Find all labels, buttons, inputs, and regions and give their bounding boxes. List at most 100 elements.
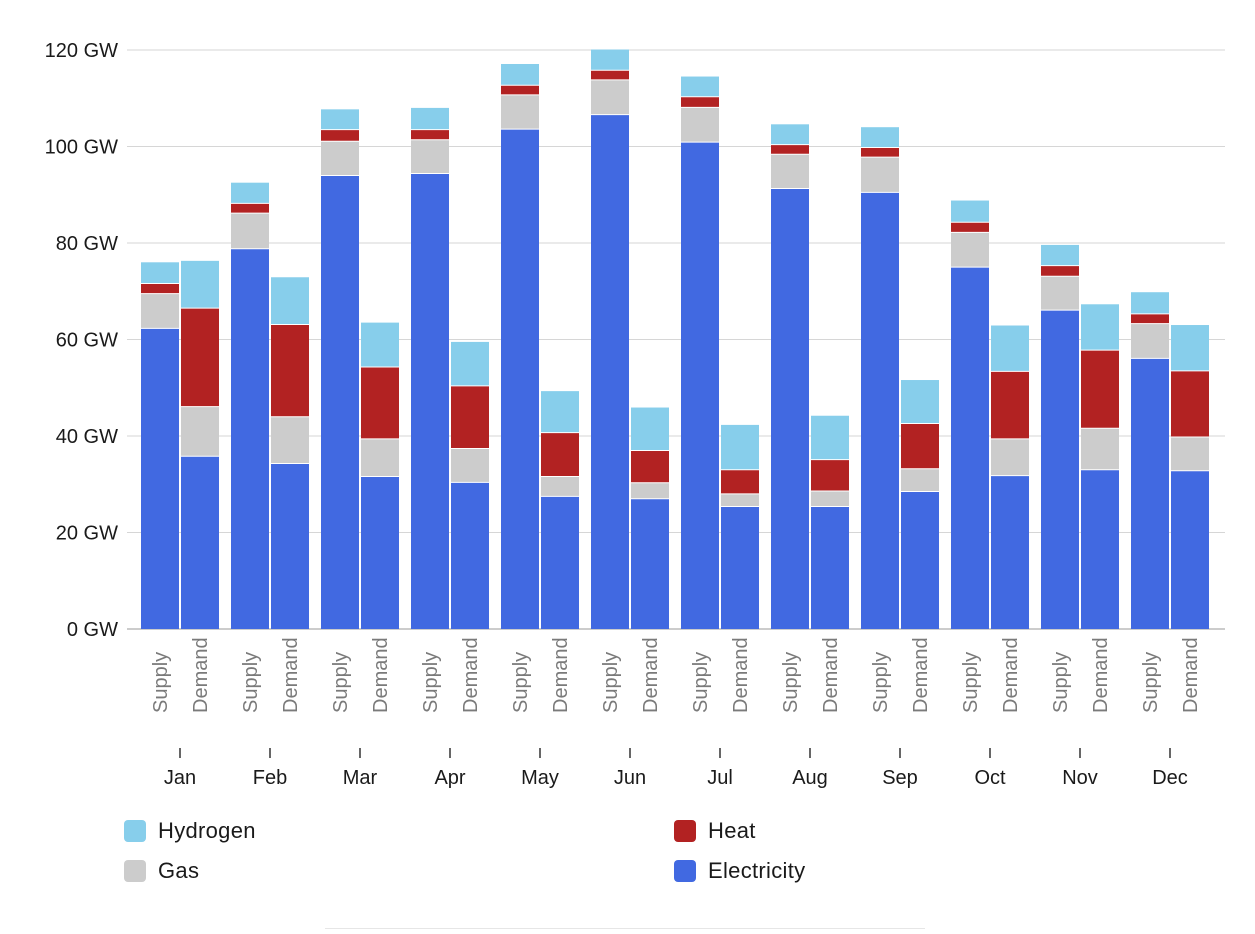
legend-item-heat[interactable]: Heat <box>674 818 756 844</box>
bar-segment-electricity-supply-nov[interactable] <box>1041 310 1079 629</box>
bar-segment-electricity-supply-jan[interactable] <box>141 328 179 629</box>
bar-segment-heat-supply-dec[interactable] <box>1131 313 1169 324</box>
bar-segment-gas-demand-nov[interactable] <box>1081 428 1119 470</box>
bar-segment-heat-demand-aug[interactable] <box>811 459 849 492</box>
bar-segment-hydrogen-demand-feb[interactable] <box>271 277 309 325</box>
bar-segment-gas-demand-jul[interactable] <box>721 493 759 507</box>
legend-item-hydrogen[interactable]: Hydrogen <box>124 818 256 844</box>
bar-segment-electricity-supply-apr[interactable] <box>411 173 449 629</box>
bar-segment-hydrogen-supply-may[interactable] <box>501 63 539 86</box>
bar-segment-hydrogen-supply-apr[interactable] <box>411 107 449 130</box>
bar-segment-heat-demand-may[interactable] <box>541 432 579 477</box>
legend-item-electricity[interactable]: Electricity <box>674 858 805 884</box>
bar-segment-electricity-demand-jun[interactable] <box>631 498 669 629</box>
bar-segment-gas-supply-dec[interactable] <box>1131 323 1169 359</box>
bar-segment-heat-demand-dec[interactable] <box>1171 370 1209 437</box>
bar-segment-heat-supply-jun[interactable] <box>591 70 629 80</box>
bar-segment-heat-supply-aug[interactable] <box>771 144 809 155</box>
bar-segment-heat-demand-feb[interactable] <box>271 324 309 417</box>
legend-item-gas[interactable]: Gas <box>124 858 199 884</box>
bar-segment-gas-demand-apr[interactable] <box>451 448 489 483</box>
bar-segment-electricity-demand-may[interactable] <box>541 496 579 629</box>
bar-segment-heat-supply-oct[interactable] <box>951 222 989 233</box>
bar-segment-hydrogen-supply-aug[interactable] <box>771 124 809 145</box>
bar-segment-heat-demand-nov[interactable] <box>1081 350 1119 429</box>
bar-segment-electricity-supply-jun[interactable] <box>591 114 629 629</box>
bar-segment-gas-supply-aug[interactable] <box>771 154 809 189</box>
bar-segment-gas-demand-jan[interactable] <box>181 406 219 457</box>
bar-segment-hydrogen-demand-mar[interactable] <box>361 322 399 368</box>
bar-segment-hydrogen-supply-feb[interactable] <box>231 182 269 204</box>
bar-segment-electricity-demand-apr[interactable] <box>451 482 489 629</box>
bar-segment-gas-supply-apr[interactable] <box>411 139 449 174</box>
bar-segment-gas-demand-jun[interactable] <box>631 482 669 499</box>
bar-segment-gas-demand-oct[interactable] <box>991 438 1029 476</box>
bar-segment-hydrogen-demand-apr[interactable] <box>451 341 489 386</box>
bar-segment-electricity-supply-dec[interactable] <box>1131 358 1169 629</box>
bar-segment-hydrogen-demand-oct[interactable] <box>991 325 1029 372</box>
bar-segment-gas-demand-sep[interactable] <box>901 468 939 492</box>
bar-segment-hydrogen-demand-jun[interactable] <box>631 407 669 451</box>
bar-segment-gas-supply-nov[interactable] <box>1041 276 1079 311</box>
bar-segment-gas-supply-feb[interactable] <box>231 213 269 249</box>
bar-segment-heat-supply-apr[interactable] <box>411 129 449 140</box>
bar-segment-heat-demand-sep[interactable] <box>901 423 939 469</box>
bar-segment-electricity-demand-feb[interactable] <box>271 463 309 629</box>
bar-segment-gas-supply-jun[interactable] <box>591 79 629 115</box>
bar-segment-hydrogen-demand-jul[interactable] <box>721 424 759 470</box>
bar-segment-electricity-supply-sep[interactable] <box>861 192 899 629</box>
bar-segment-electricity-demand-sep[interactable] <box>901 491 939 629</box>
bar-segment-hydrogen-supply-nov[interactable] <box>1041 244 1079 266</box>
bar-segment-hydrogen-supply-sep[interactable] <box>861 127 899 148</box>
bar-segment-electricity-demand-dec[interactable] <box>1171 470 1209 629</box>
bar-segment-electricity-supply-may[interactable] <box>501 129 539 629</box>
bar-segment-gas-demand-mar[interactable] <box>361 438 399 477</box>
bar-segment-electricity-demand-mar[interactable] <box>361 476 399 629</box>
bar-segment-heat-demand-apr[interactable] <box>451 385 489 449</box>
bar-segment-gas-supply-may[interactable] <box>501 94 539 130</box>
bar-segment-hydrogen-supply-jun[interactable] <box>591 49 629 71</box>
bar-segment-heat-supply-feb[interactable] <box>231 203 269 214</box>
bar-segment-heat-supply-nov[interactable] <box>1041 265 1079 277</box>
bar-segment-hydrogen-demand-sep[interactable] <box>901 380 939 424</box>
bar-segment-heat-demand-jun[interactable] <box>631 450 669 483</box>
bar-segment-gas-supply-sep[interactable] <box>861 157 899 193</box>
bar-segment-electricity-demand-nov[interactable] <box>1081 469 1119 629</box>
bar-segment-electricity-demand-oct[interactable] <box>991 475 1029 629</box>
bar-segment-electricity-supply-oct[interactable] <box>951 267 989 629</box>
bar-segment-hydrogen-demand-nov[interactable] <box>1081 304 1119 351</box>
bar-segment-electricity-demand-aug[interactable] <box>811 506 849 629</box>
bar-segment-electricity-supply-mar[interactable] <box>321 175 359 629</box>
bar-segment-gas-supply-jan[interactable] <box>141 293 179 329</box>
bar-segment-hydrogen-demand-dec[interactable] <box>1171 325 1209 371</box>
bar-segment-electricity-supply-jul[interactable] <box>681 142 719 629</box>
bar-segment-heat-supply-jul[interactable] <box>681 96 719 108</box>
bar-segment-heat-demand-mar[interactable] <box>361 367 399 439</box>
bar-segment-electricity-demand-jan[interactable] <box>181 456 219 629</box>
bar-segment-hydrogen-supply-jan[interactable] <box>141 262 179 284</box>
bar-segment-gas-demand-dec[interactable] <box>1171 436 1209 471</box>
bar-segment-heat-supply-mar[interactable] <box>321 129 359 142</box>
bar-segment-hydrogen-demand-aug[interactable] <box>811 415 849 460</box>
bar-segment-gas-demand-may[interactable] <box>541 476 579 497</box>
bar-segment-heat-demand-oct[interactable] <box>991 371 1029 439</box>
bar-segment-hydrogen-supply-mar[interactable] <box>321 109 359 130</box>
bar-segment-heat-demand-jan[interactable] <box>181 308 219 407</box>
bar-segment-heat-supply-may[interactable] <box>501 85 539 95</box>
bar-segment-hydrogen-supply-dec[interactable] <box>1131 292 1169 314</box>
bar-segment-gas-demand-feb[interactable] <box>271 416 309 464</box>
bar-segment-hydrogen-demand-jan[interactable] <box>181 260 219 309</box>
bar-segment-gas-supply-jul[interactable] <box>681 107 719 143</box>
bar-segment-heat-supply-sep[interactable] <box>861 147 899 158</box>
bar-segment-electricity-supply-aug[interactable] <box>771 188 809 630</box>
bar-segment-heat-demand-jul[interactable] <box>721 469 759 494</box>
bar-segment-gas-demand-aug[interactable] <box>811 491 849 507</box>
bar-segment-hydrogen-supply-oct[interactable] <box>951 200 989 223</box>
bar-segment-electricity-supply-feb[interactable] <box>231 248 269 630</box>
bar-segment-hydrogen-supply-jul[interactable] <box>681 76 719 97</box>
bar-segment-hydrogen-demand-may[interactable] <box>541 391 579 433</box>
bar-segment-gas-supply-oct[interactable] <box>951 232 989 268</box>
bar-segment-gas-supply-mar[interactable] <box>321 141 359 176</box>
bar-segment-heat-supply-jan[interactable] <box>141 283 179 294</box>
bar-segment-electricity-demand-jul[interactable] <box>721 506 759 629</box>
